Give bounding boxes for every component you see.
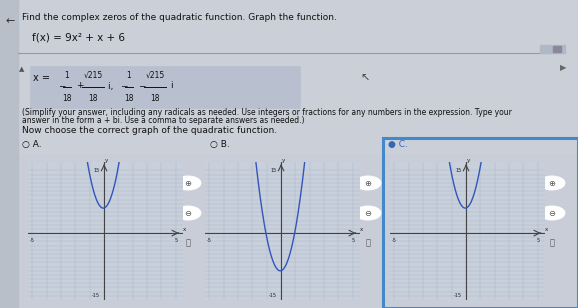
Text: ▲: ▲: [19, 66, 24, 72]
Text: f(x) = 9x² + x + 6: f(x) = 9x² + x + 6: [32, 32, 125, 42]
Text: −: −: [58, 82, 65, 91]
Text: ● C.: ● C.: [388, 140, 408, 149]
Text: ⤢: ⤢: [186, 238, 191, 248]
Text: ○ A.: ○ A.: [22, 140, 42, 149]
Text: 18: 18: [62, 94, 72, 103]
Text: 18: 18: [150, 94, 160, 103]
Text: Find the complex zeros of the quadratic function. Graph the function.: Find the complex zeros of the quadratic …: [22, 13, 337, 22]
Text: y: y: [282, 158, 286, 163]
Text: ←: ←: [6, 16, 16, 26]
Circle shape: [355, 176, 381, 190]
Text: 18: 18: [124, 94, 134, 103]
Text: answer in the form a + bi. Use a comma to separate answers as needed.): answer in the form a + bi. Use a comma t…: [22, 116, 305, 125]
Text: -15: -15: [269, 293, 277, 298]
Text: √215: √215: [146, 71, 165, 80]
Text: ⊖: ⊖: [184, 209, 191, 217]
Circle shape: [539, 206, 565, 220]
Text: i,: i,: [108, 82, 116, 91]
Text: ⊕: ⊕: [365, 179, 372, 188]
Circle shape: [175, 206, 201, 220]
Text: x =: x =: [33, 73, 53, 83]
Text: ↖: ↖: [360, 74, 369, 84]
Text: -5: -5: [392, 238, 397, 243]
Text: −: −: [120, 82, 128, 91]
Text: −: −: [138, 82, 146, 91]
Text: 5: 5: [536, 238, 539, 243]
Text: -5: -5: [30, 238, 35, 243]
Text: ⤢: ⤢: [365, 238, 370, 248]
Text: x: x: [183, 227, 186, 232]
Bar: [553, 46, 561, 52]
Text: ○ B.: ○ B.: [210, 140, 229, 149]
Bar: [540, 45, 565, 53]
Circle shape: [175, 176, 201, 190]
Text: ⊕: ⊕: [184, 179, 191, 188]
Text: +: +: [76, 82, 83, 91]
Text: 1: 1: [65, 71, 69, 80]
Text: x: x: [545, 227, 549, 232]
Bar: [383, 138, 578, 308]
Text: y: y: [467, 158, 470, 163]
Text: 15: 15: [94, 168, 100, 173]
Circle shape: [539, 176, 565, 190]
Text: x: x: [360, 227, 363, 232]
Text: -15: -15: [92, 293, 100, 298]
Text: 5: 5: [174, 238, 177, 243]
Text: y: y: [105, 158, 109, 163]
Text: ▶: ▶: [560, 63, 566, 72]
Bar: [0, 0, 578, 153]
Text: -5: -5: [207, 238, 212, 243]
Text: 1: 1: [127, 71, 131, 80]
Text: 15: 15: [455, 168, 462, 173]
Text: √215: √215: [83, 71, 103, 80]
Text: 15: 15: [271, 168, 277, 173]
Circle shape: [355, 206, 381, 220]
Text: ⊖: ⊖: [549, 209, 555, 217]
Text: Now choose the correct graph of the quadratic function.: Now choose the correct graph of the quad…: [22, 126, 277, 135]
Bar: [0, 0, 18, 308]
Text: (Simplify your answer, including any radicals as needed. Use integers or fractio: (Simplify your answer, including any rad…: [22, 108, 512, 117]
Text: i: i: [170, 82, 173, 91]
Text: -15: -15: [454, 293, 462, 298]
Text: 18: 18: [88, 94, 98, 103]
Text: ⊕: ⊕: [549, 179, 555, 188]
Text: ⤢: ⤢: [550, 238, 554, 248]
Text: ⊖: ⊖: [365, 209, 372, 217]
Text: 5: 5: [351, 238, 354, 243]
Bar: [30, 66, 300, 108]
